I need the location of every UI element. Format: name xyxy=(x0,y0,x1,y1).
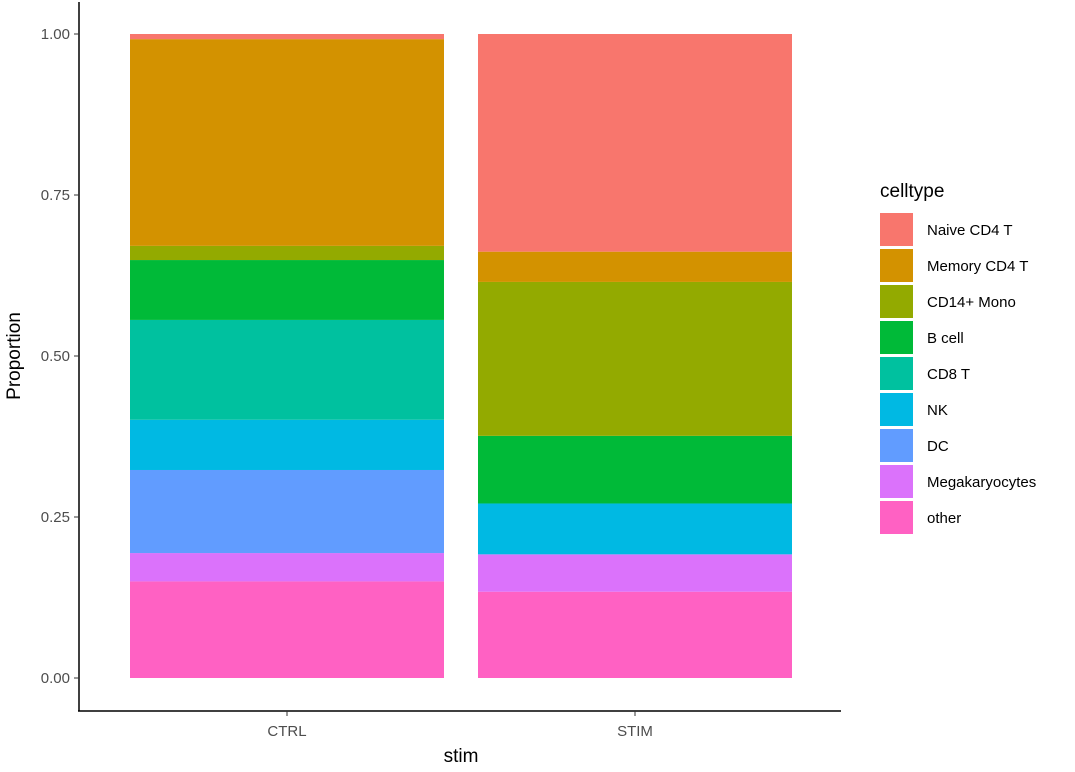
legend-label: Megakaryocytes xyxy=(927,474,1036,491)
y-axis: 0.00 0.25 0.50 0.75 1.00 xyxy=(41,2,80,711)
bar-ctrl-b-cell xyxy=(130,260,444,320)
y-tick-label: 0.00 xyxy=(41,670,70,687)
bar-stim-other xyxy=(478,591,792,678)
y-tick-label: 0.75 xyxy=(41,187,70,204)
x-axis-title: stim xyxy=(444,746,479,767)
legend-key xyxy=(880,501,913,534)
bar-ctrl-memory-cd4-t xyxy=(130,39,444,246)
x-tick-label: STIM xyxy=(617,723,653,740)
legend-label: CD14+ Mono xyxy=(927,294,1016,311)
bar-stim-naive-cd4-t xyxy=(478,34,792,252)
legend-label: NK xyxy=(927,402,948,419)
bar-stim-b-cell xyxy=(478,435,792,504)
x-axis: CTRL STIM xyxy=(78,710,841,740)
legend-key xyxy=(880,357,913,390)
legend-key xyxy=(880,393,913,426)
bar-ctrl-cd14-mono xyxy=(130,245,444,261)
x-tick-label: CTRL xyxy=(267,723,306,740)
legend-label: CD8 T xyxy=(927,366,970,383)
legend-key xyxy=(880,249,913,282)
bar-stim-memory-cd4-t xyxy=(478,251,792,282)
legend-key xyxy=(880,321,913,354)
legend-key xyxy=(880,429,913,462)
bar-ctrl-cd8-t xyxy=(130,319,444,420)
y-tick-label: 1.00 xyxy=(41,26,70,43)
bar-ctrl-naive-cd4-t xyxy=(130,34,444,40)
legend-key xyxy=(880,213,913,246)
bar-ctrl-other xyxy=(130,581,444,678)
bar-stim-megakaryocytes xyxy=(478,554,792,592)
bar-stim-nk xyxy=(478,503,792,555)
legend-key xyxy=(880,465,913,498)
bar-ctrl-dc xyxy=(130,469,444,554)
legend-label: DC xyxy=(927,438,949,455)
bar-stim-cd14-mono xyxy=(478,281,792,436)
legend-label: B cell xyxy=(927,330,964,347)
legend: celltype Naive CD4 T Memory CD4 T CD14+ Mo… xyxy=(880,181,1036,534)
legend-label: other xyxy=(927,510,961,527)
y-axis-title: Proportion xyxy=(4,312,25,400)
bar-segments xyxy=(130,34,792,678)
y-tick-label: 0.25 xyxy=(41,509,70,526)
legend-label: Naive CD4 T xyxy=(927,222,1013,239)
legend-title: celltype xyxy=(880,181,944,202)
legend-key xyxy=(880,285,913,318)
bar-ctrl-nk xyxy=(130,419,444,470)
bar-ctrl-megakaryocytes xyxy=(130,553,444,582)
legend-label: Memory CD4 T xyxy=(927,258,1028,275)
y-tick-label: 0.50 xyxy=(41,348,70,365)
